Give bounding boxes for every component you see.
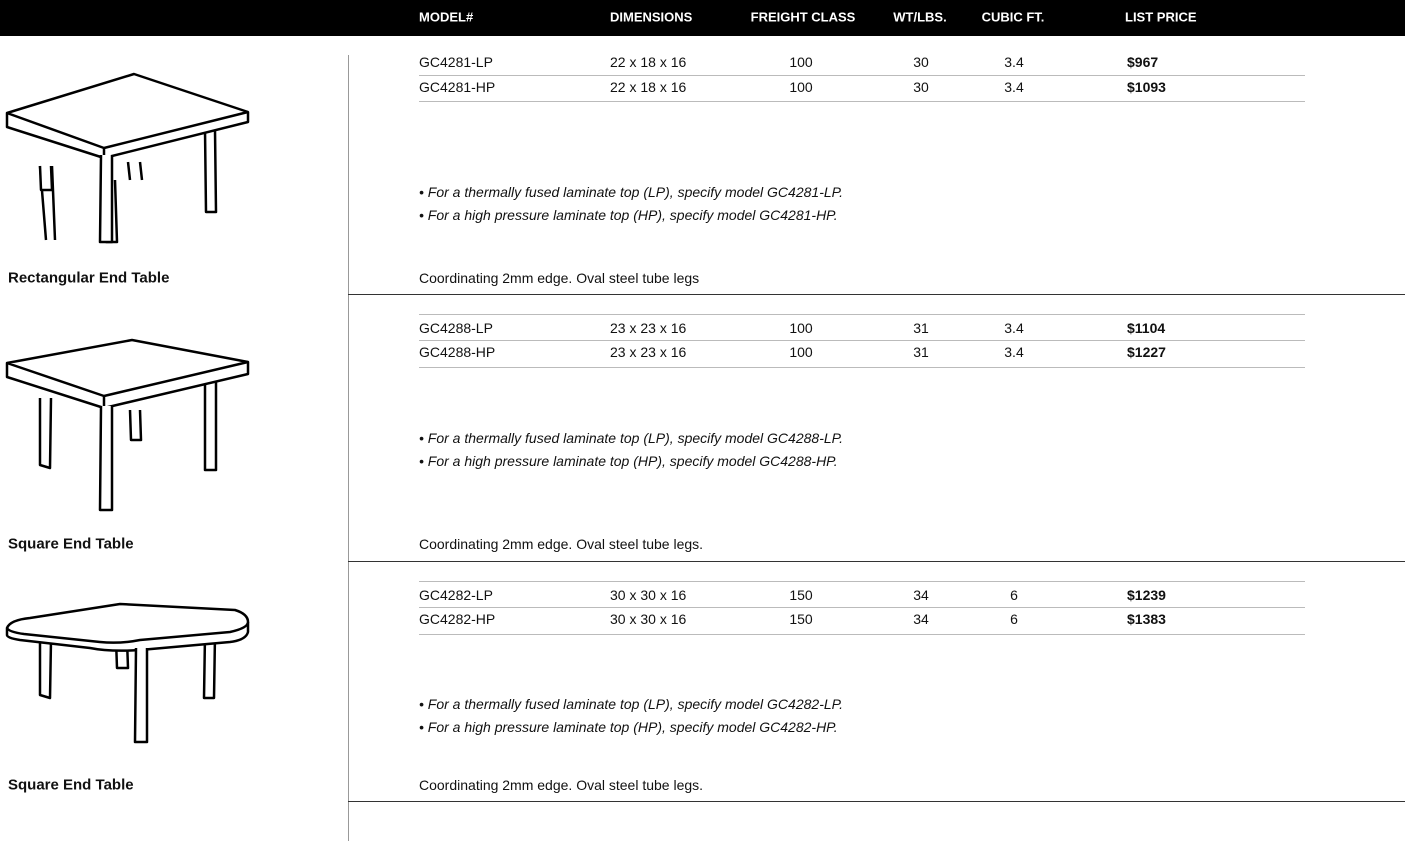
price: $967 xyxy=(1127,54,1159,70)
price: $1383 xyxy=(1127,611,1166,627)
product-name: Rectangular End Table xyxy=(8,269,170,287)
table-cell: GC4281-LP xyxy=(419,54,493,70)
product-name: Square End Table xyxy=(8,776,134,794)
table-cell: 3.4 xyxy=(1004,344,1024,360)
note: • For a high pressure laminate top (HP),… xyxy=(419,719,838,735)
table-cell: 23 x 23 x 16 xyxy=(610,344,687,360)
note: • For a high pressure laminate top (HP),… xyxy=(419,453,838,469)
price: $1104 xyxy=(1127,320,1166,336)
description: Coordinating 2mm edge. Oval steel tube l… xyxy=(419,536,704,552)
table-cell: 34 xyxy=(913,611,929,627)
row-rule xyxy=(419,314,1305,315)
table-cell: 22 x 18 x 16 xyxy=(610,79,687,95)
row-rule xyxy=(419,367,1305,368)
divider xyxy=(348,55,349,841)
table-cell: GC4282-HP xyxy=(419,611,496,627)
column-header: CUBIC FT. xyxy=(981,9,1045,25)
table-cell: GC4282-LP xyxy=(419,587,493,603)
section-rule xyxy=(348,561,1405,562)
table-cell: 100 xyxy=(789,344,813,360)
row-rule xyxy=(419,607,1305,608)
table-cell: 3.4 xyxy=(1004,320,1024,336)
table-cell: 150 xyxy=(789,587,813,603)
table-cell: 3.4 xyxy=(1004,79,1024,95)
row-rule xyxy=(419,340,1305,341)
header-bar xyxy=(0,0,1405,36)
table-cell: GC4281-HP xyxy=(419,79,496,95)
table-cell: 30 xyxy=(913,54,929,70)
table-cell: 100 xyxy=(789,54,813,70)
table-cell: 34 xyxy=(913,587,929,603)
description: Coordinating 2mm edge. Oval steel tube l… xyxy=(419,777,704,793)
price: $1093 xyxy=(1127,79,1166,95)
note: • For a thermally fused laminate top (LP… xyxy=(419,430,844,446)
description: Coordinating 2mm edge. Oval steel tube l… xyxy=(419,270,700,286)
price: $1239 xyxy=(1127,587,1166,603)
row-rule xyxy=(419,581,1305,582)
table-cell: 100 xyxy=(789,79,813,95)
table-cell: 31 xyxy=(913,344,929,360)
column-header: LIST PRICE xyxy=(1125,9,1197,25)
table-cell: 6 xyxy=(1010,611,1018,627)
table-cell: 100 xyxy=(789,320,813,336)
table-cell: 3.4 xyxy=(1004,54,1024,70)
note: • For a thermally fused laminate top (LP… xyxy=(419,184,844,200)
note: • For a high pressure laminate top (HP),… xyxy=(419,207,838,223)
row-rule xyxy=(419,75,1305,76)
illustration xyxy=(5,72,250,244)
table-cell: GC4288-LP xyxy=(419,320,493,336)
table-cell: 31 xyxy=(913,320,929,336)
table-cell: 6 xyxy=(1010,587,1018,603)
table-cell: 23 x 23 x 16 xyxy=(610,320,687,336)
note: • For a thermally fused laminate top (LP… xyxy=(419,696,844,712)
table-cell: 30 xyxy=(913,79,929,95)
row-rule xyxy=(419,101,1305,102)
section-rule xyxy=(348,294,1405,295)
row-rule xyxy=(419,634,1305,635)
column-header: WT/LBS. xyxy=(893,9,947,25)
table-cell: 150 xyxy=(789,611,813,627)
table-cell: GC4288-HP xyxy=(419,344,496,360)
product-name: Square End Table xyxy=(8,535,134,553)
section-rule xyxy=(348,801,1405,802)
table-cell: 22 x 18 x 16 xyxy=(610,54,687,70)
table-cell: 30 x 30 x 16 xyxy=(610,587,687,603)
illustration xyxy=(5,602,250,744)
illustration xyxy=(5,338,250,512)
table-cell: 30 x 30 x 16 xyxy=(610,611,687,627)
column-header: DIMENSIONS xyxy=(610,9,693,25)
price: $1227 xyxy=(1127,344,1166,360)
column-header: FREIGHT CLASS xyxy=(750,9,856,25)
column-header: MODEL# xyxy=(419,9,474,25)
